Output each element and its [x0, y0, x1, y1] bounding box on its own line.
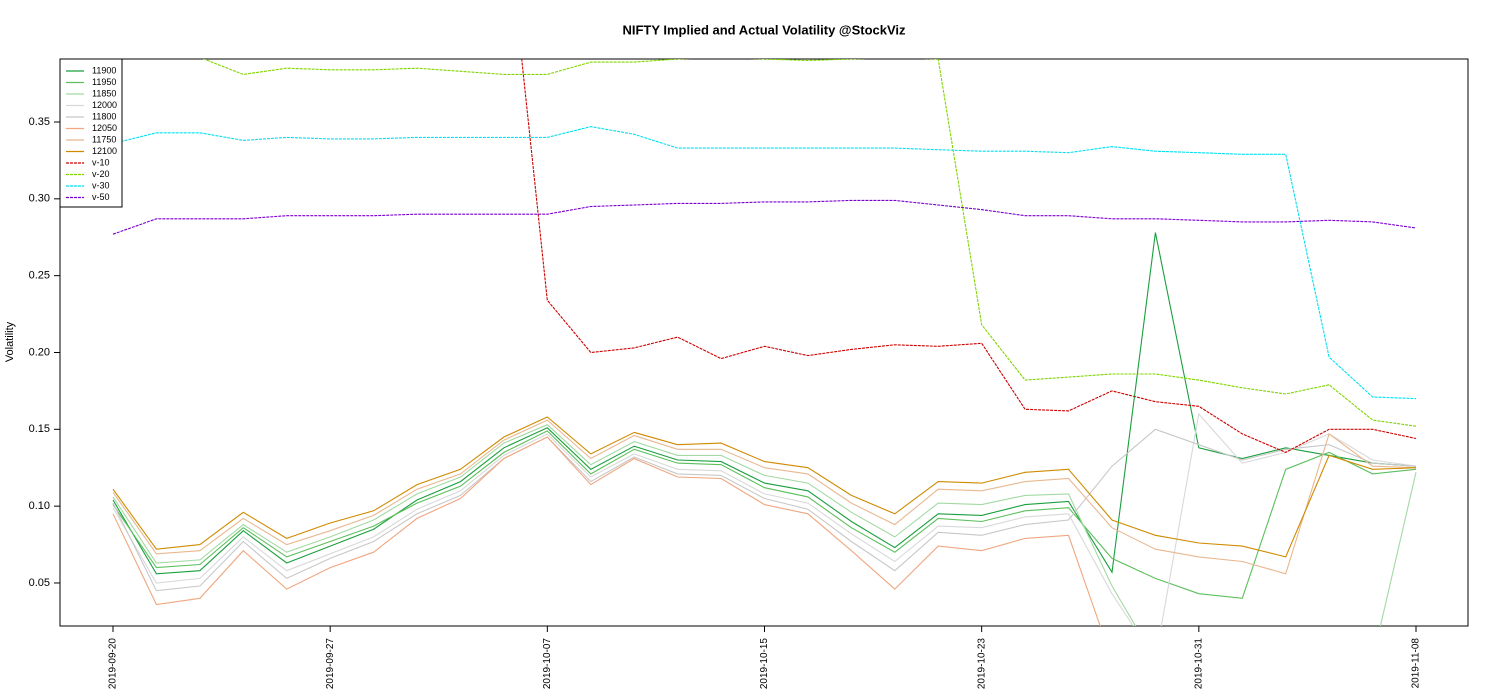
series-line	[112, 436, 1101, 626]
chart-title: NIFTY Implied and Actual Volatility @Sto…	[622, 22, 906, 37]
series-line	[112, 412, 1417, 626]
y-tick-label: 0.05	[29, 577, 50, 589]
y-tick-label: 0.10	[29, 500, 50, 512]
y-tick-label: 0.15	[29, 423, 50, 435]
y-tick-label: 0.30	[29, 193, 50, 205]
y-tick-label: 0.35	[29, 116, 50, 128]
series-line	[521, 59, 1417, 454]
x-tick-label: 2019-10-15	[759, 638, 770, 690]
legend-label: 11800	[92, 111, 116, 121]
legend-box	[59, 58, 123, 208]
y-tick-label: 0.20	[29, 346, 50, 358]
series-line	[112, 424, 1417, 626]
series-line	[112, 430, 1417, 599]
x-tick-label: 2019-09-27	[325, 638, 336, 690]
legend-label: 11950	[92, 77, 116, 87]
series-line	[112, 416, 1417, 558]
series-line	[112, 419, 1417, 575]
series-line	[112, 428, 1417, 592]
series-line	[202, 59, 1417, 427]
legend-label: 11750	[92, 134, 116, 144]
series-line	[112, 126, 1417, 400]
legend-label: 11900	[92, 65, 116, 75]
x-tick-label: 2019-11-08	[1411, 638, 1422, 689]
x-tick-label: 2019-10-23	[976, 638, 987, 690]
y-axis-label: Volatility	[4, 321, 16, 362]
series-line	[112, 199, 1417, 235]
legend-label: v-20	[92, 169, 110, 179]
x-tick-label: 2019-10-31	[1193, 638, 1204, 690]
y-tick-label: 0.25	[29, 270, 50, 282]
x-tick-label: 2019-10-07	[542, 638, 553, 690]
legend-label: v-50	[92, 192, 110, 202]
legend-label: 12100	[92, 146, 117, 156]
legend-label: v-10	[92, 157, 110, 167]
lines	[112, 59, 1417, 626]
legend-label: 12050	[92, 123, 117, 133]
x-tick-label: 2019-09-20	[108, 638, 119, 690]
legend-label: 12000	[92, 100, 117, 110]
legend-label: v-30	[92, 180, 110, 190]
legend-label: 11850	[92, 88, 116, 98]
series-line	[112, 232, 1417, 575]
